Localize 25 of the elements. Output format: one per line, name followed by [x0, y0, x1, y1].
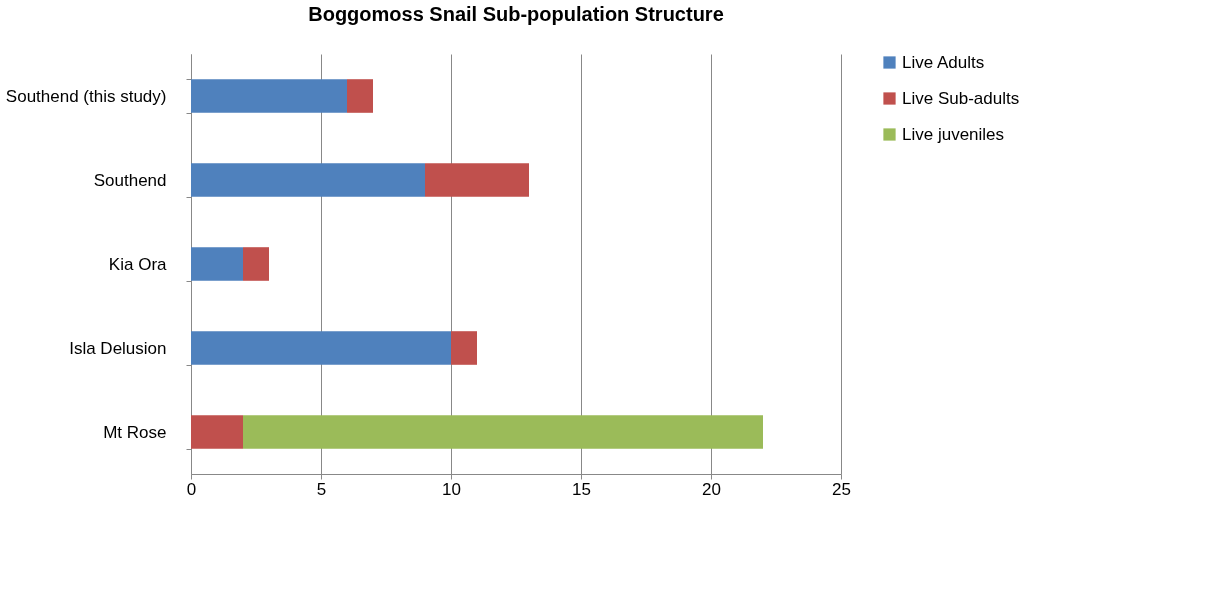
x-tick-label: 25	[832, 479, 851, 499]
bar	[191, 163, 425, 197]
legend-label: Live Sub-adults	[902, 88, 1020, 108]
x-tick-label: 20	[702, 479, 721, 499]
chart-title: Boggomoss Snail Sub-population Structure	[308, 3, 724, 25]
x-tick-label: 15	[572, 479, 591, 499]
y-tick-label: Southend	[93, 170, 167, 190]
x-tick-label: 5	[316, 479, 327, 499]
bar	[191, 79, 347, 113]
bar	[191, 247, 243, 281]
bar	[451, 331, 477, 365]
x-tick-label: 10	[442, 479, 461, 499]
bar	[191, 415, 243, 449]
bar	[243, 415, 763, 449]
bar	[191, 331, 451, 365]
bar	[243, 247, 269, 281]
legend-label: Live Adults	[902, 52, 985, 72]
x-tick-label: 0	[186, 479, 197, 499]
y-tick-label: Southend (this study)	[5, 86, 167, 106]
bar	[425, 163, 529, 197]
y-tick-label: Isla Delusion	[69, 338, 167, 358]
y-tick-label: Kia Ora	[108, 254, 168, 274]
y-tick-label: Mt Rose	[103, 422, 167, 442]
bar	[347, 79, 373, 113]
legend-label: Live juveniles	[902, 124, 1005, 144]
